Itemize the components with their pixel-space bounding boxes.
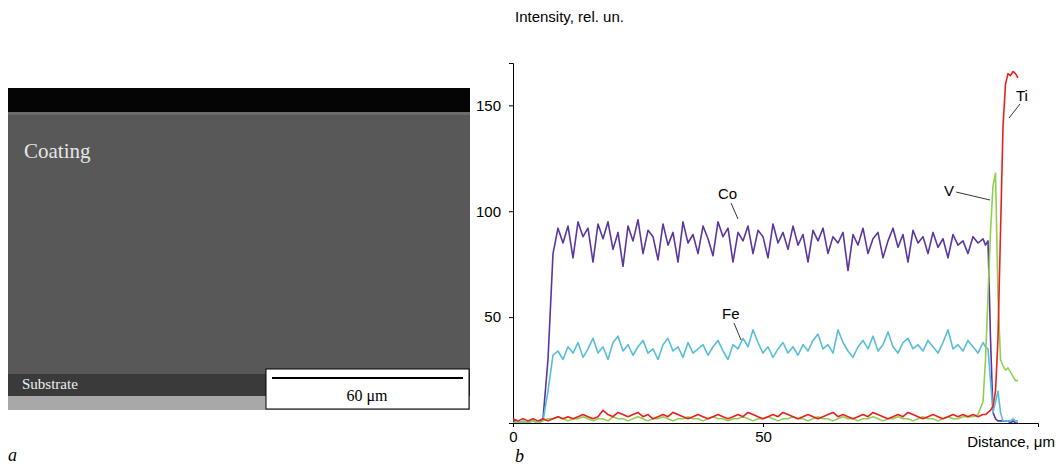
region-label: Coating	[24, 139, 91, 163]
series-labels: Co Fe V Ti	[718, 87, 1028, 340]
y-tick-label: 150	[476, 97, 501, 114]
coating-edge	[8, 112, 470, 115]
series-label: Fe	[722, 305, 740, 322]
y-tick-mark	[509, 211, 513, 212]
x-tick: 50	[755, 423, 772, 445]
x-axis-line	[514, 424, 1039, 428]
series-label: Ti	[1016, 87, 1028, 104]
series-label: Co	[718, 185, 737, 202]
leader-line	[731, 203, 738, 219]
series-line	[513, 71, 1018, 420]
scale-bar	[272, 377, 463, 379]
scale-bar-label: 60 μm	[346, 387, 388, 405]
scale-bar-box	[266, 369, 469, 409]
plot-lines	[513, 71, 1018, 423]
y-tick: 150	[476, 97, 513, 114]
x-tick-label: 50	[755, 428, 772, 445]
series-line	[513, 220, 1018, 423]
series-label: V	[944, 182, 954, 199]
y-tick-label: 100	[476, 203, 501, 220]
x-tick: 0	[509, 423, 517, 445]
mount-layer	[8, 88, 470, 112]
line-chart: 0 50 50 100 150 Intensity, rel. un. Distance, …	[476, 8, 1055, 450]
x-axis: 0 50	[509, 423, 1038, 445]
y-tick: 50	[484, 308, 513, 325]
y-axis-title: Intensity, rel. un.	[515, 8, 624, 25]
panel-letter: a	[8, 445, 17, 465]
y-tick: 100	[476, 203, 513, 220]
y-axis: 50 100 150	[476, 64, 514, 424]
y-tick-label: 50	[484, 308, 501, 325]
series-line	[513, 330, 1018, 423]
y-tick-mark	[509, 317, 513, 318]
region-label: Substrate	[22, 376, 78, 392]
x-tick-label: 0	[509, 428, 517, 445]
leader-line	[734, 323, 741, 340]
leader-line	[956, 192, 990, 200]
y-axis-line	[509, 64, 514, 424]
series-line	[513, 173, 1018, 423]
leader-line	[1009, 104, 1020, 118]
panel-letter: b	[515, 446, 524, 466]
y-tick-mark	[509, 105, 513, 106]
micrograph: Coating Substrate 60 μm	[8, 88, 470, 410]
coating-region	[8, 112, 470, 374]
x-axis-title: Distance, μm	[967, 433, 1055, 450]
figure: Coating Substrate 60 μm a 0 50 50 100 150 Intensi…	[0, 0, 1060, 466]
x-tick-mark	[763, 423, 764, 427]
